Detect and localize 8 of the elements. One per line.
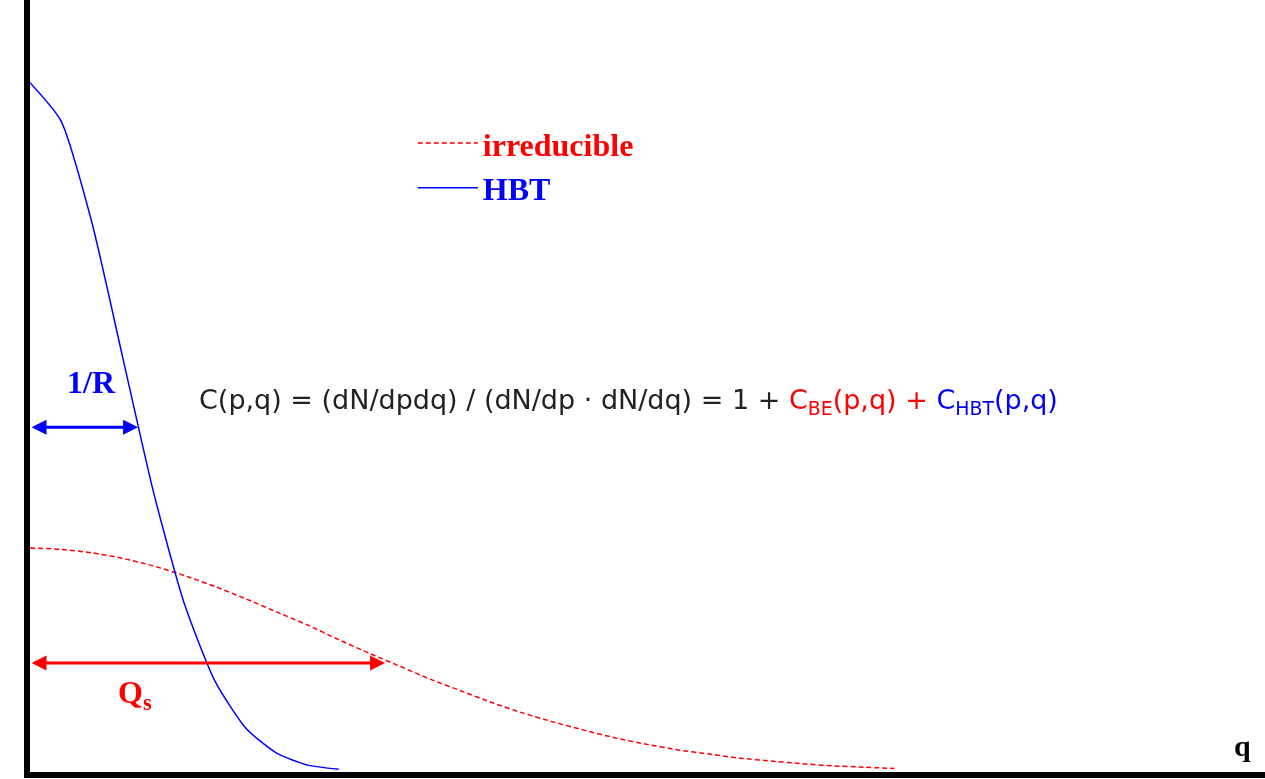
legend-label: HBT [482,171,551,208]
x-axis-title: q [1234,729,1251,762]
annotation: C$_{BE}$(p,q) + [788,384,928,419]
legend-label: irreducible [482,126,634,163]
annotation: Q$_{s}$ [118,674,152,715]
annotation: 1/R [67,364,116,400]
annotation: C$_{HBT}$(p,q) [936,384,1058,419]
annotation: C(p,q) = (dN/dpdq) / (dN/dp · dN/dq) = 1 + [199,384,781,415]
